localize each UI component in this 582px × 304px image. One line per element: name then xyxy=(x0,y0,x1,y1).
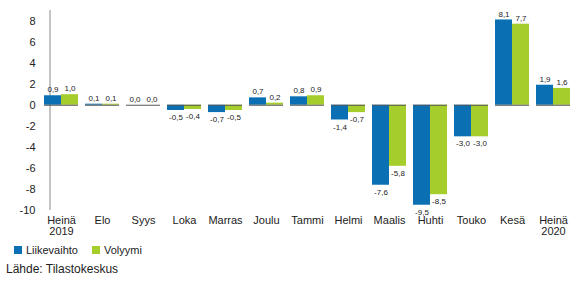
svg-text:Heinä2019: Heinä2019 xyxy=(47,214,77,237)
svg-text:-3,0: -3,0 xyxy=(473,139,487,148)
svg-text:0,1: 0,1 xyxy=(88,94,100,103)
svg-text:6: 6 xyxy=(29,36,35,48)
svg-text:Kesä: Kesä xyxy=(500,214,526,226)
svg-text:1,6: 1,6 xyxy=(556,78,568,87)
svg-text:Touko: Touko xyxy=(457,214,486,226)
svg-text:Joulu: Joulu xyxy=(253,214,279,226)
svg-text:-5,8: -5,8 xyxy=(391,169,405,178)
svg-text:Loka: Loka xyxy=(173,214,198,226)
svg-text:-10: -10 xyxy=(20,204,36,216)
svg-text:1,9: 1,9 xyxy=(539,75,551,84)
html-text:Lähde: Tilastokeskus: Lähde: Tilastokeskus xyxy=(6,262,119,276)
svg-text:0,2: 0,2 xyxy=(269,93,281,102)
svg-text:-0,4: -0,4 xyxy=(186,112,200,121)
svg-text:-8: -8 xyxy=(26,183,36,195)
svg-text:-2: -2 xyxy=(26,120,36,132)
svg-text:-7,6: -7,6 xyxy=(374,188,388,197)
svg-text:8,1: 8,1 xyxy=(498,10,510,19)
svg-text:-0,5: -0,5 xyxy=(227,113,241,122)
svg-text:0,8: 0,8 xyxy=(293,86,305,95)
svg-text:0,9: 0,9 xyxy=(47,85,59,94)
svg-text:0,0: 0,0 xyxy=(129,95,141,104)
svg-text:-1,4: -1,4 xyxy=(333,123,347,132)
svg-text:Elo: Elo xyxy=(95,214,111,226)
svg-text:2: 2 xyxy=(29,78,35,90)
svg-text:-0,7: -0,7 xyxy=(210,115,224,124)
html-text:Volyymi: Volyymi xyxy=(104,244,142,256)
svg-text:4: 4 xyxy=(29,57,35,69)
svg-text:-6: -6 xyxy=(26,162,36,174)
svg-text:-8,5: -8,5 xyxy=(432,197,446,206)
svg-text:0,1: 0,1 xyxy=(105,94,117,103)
svg-text:-0,7: -0,7 xyxy=(350,115,364,124)
svg-text:1,0: 1,0 xyxy=(64,84,76,93)
svg-text:Huhti: Huhti xyxy=(417,214,444,227)
svg-text:Tammi: Tammi xyxy=(291,214,323,226)
html-text:Liikevaihto: Liikevaihto xyxy=(26,244,78,256)
svg-text:7,7: 7,7 xyxy=(515,14,527,23)
svg-text:0,0: 0,0 xyxy=(146,95,158,104)
svg-text:8: 8 xyxy=(29,15,35,27)
svg-text:0,7: 0,7 xyxy=(252,87,264,96)
svg-text:-3,0: -3,0 xyxy=(456,139,470,148)
svg-text:Helmi: Helmi xyxy=(334,214,362,226)
svg-text:-4: -4 xyxy=(26,141,36,153)
svg-text:0,9: 0,9 xyxy=(310,85,322,94)
svg-text:Marras: Marras xyxy=(208,214,243,226)
svg-text:-0,5: -0,5 xyxy=(169,113,183,122)
svg-text:Maalis: Maalis xyxy=(374,214,406,226)
svg-text:0: 0 xyxy=(29,99,35,111)
svg-text:Syys: Syys xyxy=(132,214,156,226)
svg-text:-9,5: -9,5 xyxy=(415,208,429,217)
svg-text:Heinä2020: Heinä2020 xyxy=(539,214,569,237)
